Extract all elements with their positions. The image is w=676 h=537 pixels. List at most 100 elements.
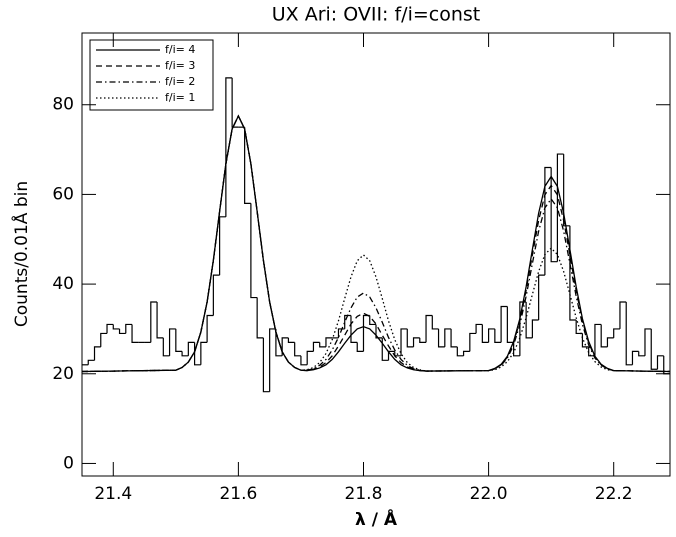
x-tick-label: 22.0 (470, 484, 508, 504)
histogram-step (118, 328, 126, 335)
chart-title: UX Ari: OVII: f/i=const (272, 4, 481, 26)
x-tick-label: 22.2 (595, 484, 633, 504)
histogram-step (563, 154, 570, 227)
histogram-step (106, 323, 114, 334)
histogram-step (206, 314, 214, 343)
legend-label: f/i= 4 (165, 43, 195, 56)
histogram-step (287, 337, 295, 343)
histogram-step (500, 305, 508, 343)
histogram-step (450, 328, 458, 348)
histogram-step (150, 301, 158, 343)
y-tick-label: 80 (52, 95, 74, 115)
histogram-step (294, 342, 301, 357)
histogram-step (193, 342, 201, 366)
histogram-step (319, 342, 326, 348)
histogram-step (156, 302, 164, 339)
y-axis-label: Counts/0.01Å bin (10, 181, 32, 327)
histogram-step (312, 341, 320, 352)
histogram-step (462, 350, 470, 356)
histogram-step (638, 351, 645, 357)
histogram-step (100, 332, 108, 347)
histogram-step (344, 314, 351, 329)
x-tick-label: 21.8 (345, 484, 383, 504)
histogram-step (663, 355, 670, 375)
histogram-step (613, 328, 620, 338)
histogram-step (225, 77, 233, 217)
histogram-step (400, 328, 408, 356)
y-tick-label: 40 (52, 274, 74, 294)
histogram-step (269, 328, 276, 392)
histogram-step (200, 341, 208, 365)
histogram-step (131, 324, 139, 343)
histogram-step (569, 225, 577, 321)
histogram-step (112, 324, 120, 330)
histogram-step (600, 324, 608, 348)
histogram-step (244, 127, 251, 204)
histogram-step (325, 337, 333, 347)
histogram-step (162, 337, 170, 357)
y-tick-label: 60 (52, 184, 74, 204)
histogram-step (575, 319, 583, 335)
histogram-step (531, 319, 539, 338)
histogram-step (538, 274, 545, 320)
histogram-step (487, 328, 495, 343)
histogram-step (306, 350, 314, 365)
legend-box (89, 39, 214, 111)
histogram-step (437, 328, 445, 348)
histogram-step (469, 332, 477, 352)
histogram-step (250, 203, 258, 299)
x-axis-label: λ / Å (355, 507, 398, 530)
histogram-step (444, 328, 452, 347)
histogram-step (481, 324, 489, 343)
histogram-step (231, 77, 239, 128)
x-tick-label: 21.4 (94, 484, 132, 504)
x-tick-label: 21.6 (219, 484, 257, 504)
legend-label: f/i= 1 (165, 91, 195, 104)
histogram-step (181, 351, 189, 357)
histogram-step (187, 341, 195, 356)
histogram-step (456, 346, 464, 357)
histogram-step (262, 337, 270, 393)
histogram-step (381, 337, 389, 361)
histogram-step (219, 216, 226, 276)
model-curve (81, 114, 671, 373)
histogram-step (594, 323, 602, 356)
histogram-step (275, 328, 283, 357)
histogram-step (506, 306, 514, 343)
histogram-step (300, 355, 308, 366)
histogram-step (525, 302, 533, 339)
histogram-step (513, 342, 520, 357)
histogram-step (87, 359, 95, 365)
histogram-step (125, 323, 133, 334)
model-curve (81, 114, 671, 373)
histogram-step (656, 355, 664, 370)
histogram-step (212, 274, 220, 316)
histogram-step (425, 314, 433, 343)
histogram-step (606, 337, 614, 347)
histogram-step (419, 337, 427, 343)
histogram-step (356, 342, 364, 352)
histogram-step (412, 337, 420, 347)
histogram-step (475, 323, 483, 334)
histogram-step (644, 328, 652, 356)
histogram-step (556, 153, 564, 262)
histogram-step (350, 315, 358, 343)
histogram-step (362, 314, 370, 352)
histogram-step (168, 328, 176, 356)
y-tick-label: 20 (52, 364, 74, 384)
histogram-step (93, 346, 101, 361)
histogram-step (431, 315, 439, 330)
histogram-step (494, 328, 502, 343)
plot-frame (81, 32, 671, 477)
histogram-step (619, 301, 627, 329)
histogram-step (631, 350, 639, 365)
histogram-step (650, 328, 658, 370)
legend-label: f/i= 3 (165, 59, 195, 72)
histogram-step (369, 315, 376, 326)
histogram-step (175, 328, 183, 352)
histogram-step (544, 166, 552, 276)
histogram-step (625, 302, 633, 366)
histogram-step (256, 297, 264, 339)
